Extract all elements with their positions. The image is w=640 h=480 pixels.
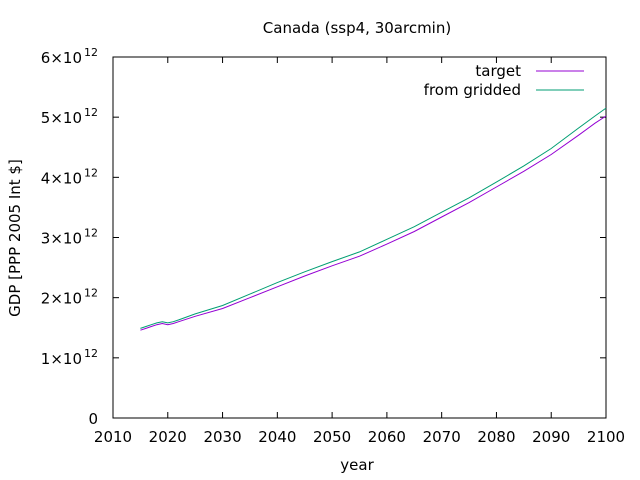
y-tick-mantissa: 1 <box>41 350 51 368</box>
y-tick-label: 2×10 12 <box>41 287 98 308</box>
y-tick-mantissa: 6 <box>41 49 51 67</box>
y-tick-mantissa: 3 <box>41 230 51 248</box>
y-tick-times: × <box>50 49 63 67</box>
y-tick-exponent: 12 <box>84 106 98 119</box>
y-tick-label: 3×10 12 <box>41 227 98 248</box>
y-tick-times: × <box>50 290 63 308</box>
y-tick-base: 10 <box>63 49 82 67</box>
y-tick-base: 10 <box>63 169 82 187</box>
series-line-from-gridded <box>140 107 607 329</box>
y-tick-exponent: 12 <box>84 287 98 300</box>
y-tick-base: 10 <box>63 109 82 127</box>
series-line-target <box>140 115 607 331</box>
x-tick-label: 2050 <box>313 428 351 446</box>
x-tick-label: 2020 <box>149 428 187 446</box>
y-tick-mantissa: 0 <box>88 410 98 428</box>
y-tick-mantissa: 5 <box>41 109 51 127</box>
y-tick-label: 0 <box>88 410 98 428</box>
x-tick-label: 2010 <box>94 428 132 446</box>
x-tick-label: 2060 <box>368 428 406 446</box>
y-tick-base: 10 <box>63 230 82 248</box>
y-tick-times: × <box>50 230 63 248</box>
y-tick-times: × <box>50 350 63 368</box>
plot-frame <box>112 56 607 419</box>
legend: target from gridded <box>424 62 584 99</box>
y-tick-exponent: 12 <box>84 46 98 59</box>
y-tick-exponent: 12 <box>84 347 98 360</box>
legend-label-from-gridded: from gridded <box>424 81 521 99</box>
y-tick-label: 1×10 12 <box>41 347 98 368</box>
y-tick-exponent: 12 <box>84 227 98 240</box>
y-tick-mantissa: 2 <box>41 290 51 308</box>
y-tick-base: 10 <box>63 290 82 308</box>
x-tick-label: 2040 <box>258 428 296 446</box>
y-tick-times: × <box>50 109 63 127</box>
y-axis-label: GDP [PPP 2005 Int $] <box>6 159 24 317</box>
y-tick-label: 4×10 12 <box>41 166 98 187</box>
x-tick-label: 2070 <box>423 428 461 446</box>
y-tick-base: 10 <box>63 350 82 368</box>
y-tick-times: × <box>50 169 63 187</box>
x-tick-label: 2090 <box>532 428 570 446</box>
x-tick-label: 2100 <box>587 428 625 446</box>
chart-title: Canada (ssp4, 30arcmin) <box>263 19 451 37</box>
series-lines <box>140 107 607 331</box>
x-tick-label: 2080 <box>477 428 515 446</box>
x-tick-label: 2030 <box>203 428 241 446</box>
y-tick-label: 5×10 12 <box>41 106 98 127</box>
x-axis-label: year <box>340 456 374 474</box>
legend-label-target: target <box>475 62 521 80</box>
y-tick-exponent: 12 <box>84 166 98 179</box>
x-axis-ticks: 2010 2020 2030 2040 2050 2060 2070 2080 2090 2100 <box>94 57 625 446</box>
y-axis-ticks: 01×10 122×10 123×10 124×10 125×10 126×10 12 <box>41 46 606 428</box>
y-tick-label: 6×10 12 <box>41 46 98 67</box>
y-tick-mantissa: 4 <box>41 169 51 187</box>
